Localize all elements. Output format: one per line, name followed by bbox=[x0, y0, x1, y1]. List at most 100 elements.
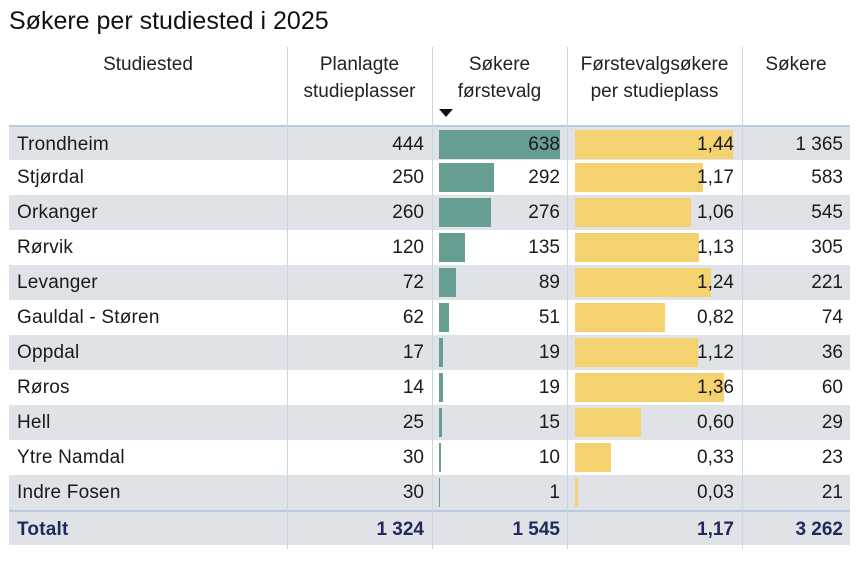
sokere-forstevalg-bar bbox=[439, 163, 495, 192]
table-row[interactable]: Stjørdal 250 292 1,17 583 bbox=[9, 160, 850, 195]
planlagte-cell: 260 bbox=[392, 202, 424, 223]
sokere-forstevalg-bar bbox=[439, 338, 443, 367]
table-row[interactable]: Ytre Namdal 30 10 0,33 23 bbox=[9, 440, 850, 475]
sokere-cell: 583 bbox=[811, 167, 843, 188]
table-row[interactable]: Indre Fosen 30 1 0,03 21 bbox=[9, 475, 850, 510]
sokere-cell: 221 bbox=[811, 272, 843, 293]
forstevalg-per-plass-bar bbox=[575, 478, 579, 507]
header-studiested[interactable]: Studiested bbox=[9, 47, 287, 125]
table-row[interactable]: Orkanger 260 276 1,06 545 bbox=[9, 195, 850, 230]
per-studieplass-cell: 1,24 bbox=[697, 272, 734, 293]
sokere-forstevalg-cell: 15 bbox=[538, 412, 560, 433]
sokere-forstevalg-cell: 638 bbox=[528, 134, 560, 155]
studiested-cell: Trondheim bbox=[17, 134, 109, 155]
table-row[interactable]: Oppdal 17 19 1,12 36 bbox=[9, 335, 850, 370]
header-sok1-line1: Søkere bbox=[468, 54, 531, 75]
per-studieplass-cell: 1,12 bbox=[697, 342, 734, 363]
table-row[interactable]: Hell 25 15 0,60 29 bbox=[9, 405, 850, 440]
total-sokere: 3 262 bbox=[795, 519, 843, 540]
sokere-forstevalg-bar bbox=[439, 130, 560, 159]
header-plan-line1: Planlagte bbox=[319, 54, 400, 75]
forstevalg-per-plass-bar bbox=[575, 373, 725, 402]
sokere-forstevalg-bar bbox=[439, 443, 441, 472]
column-divider bbox=[742, 47, 743, 549]
planlagte-cell: 30 bbox=[402, 482, 424, 503]
table-row[interactable]: Levanger 72 89 1,24 221 bbox=[9, 265, 850, 300]
sokere-forstevalg-cell: 19 bbox=[538, 377, 560, 398]
sokere-forstevalg-cell: 51 bbox=[538, 307, 560, 328]
planlagte-cell: 17 bbox=[402, 342, 424, 363]
sokere-forstevalg-bar bbox=[439, 268, 456, 297]
planlagte-cell: 72 bbox=[402, 272, 424, 293]
sokere-cell: 305 bbox=[811, 237, 843, 258]
header-sokere-forstevalg[interactable]: Søkere førstevalg bbox=[432, 47, 567, 125]
per-studieplass-cell: 0,82 bbox=[697, 307, 734, 328]
table-row[interactable]: Rørvik 120 135 1,13 305 bbox=[9, 230, 850, 265]
studiested-cell: Røros bbox=[17, 377, 70, 398]
header-per-line1: Førstevalgsøkere bbox=[580, 54, 729, 75]
column-divider bbox=[287, 47, 288, 549]
sokere-forstevalg-cell: 89 bbox=[538, 272, 560, 293]
sokere-forstevalg-cell: 10 bbox=[538, 447, 560, 468]
planlagte-cell: 120 bbox=[392, 237, 424, 258]
sokere-forstevalg-cell: 19 bbox=[538, 342, 560, 363]
forstevalg-per-plass-bar bbox=[575, 233, 699, 262]
total-sokere-forstevalg: 1 545 bbox=[512, 519, 560, 540]
sokere-cell: 21 bbox=[821, 482, 843, 503]
sokere-forstevalg-bar bbox=[439, 373, 443, 402]
sokere-forstevalg-cell: 276 bbox=[528, 202, 560, 223]
forstevalg-per-plass-bar bbox=[575, 338, 698, 367]
studiested-cell: Gauldal - Støren bbox=[17, 307, 160, 328]
sokere-cell: 36 bbox=[821, 342, 843, 363]
studiested-cell: Ytre Namdal bbox=[17, 447, 125, 468]
total-per-studieplass: 1,17 bbox=[697, 519, 734, 540]
header-planlagte-studieplasser[interactable]: Planlagte studieplasser bbox=[287, 47, 432, 125]
per-studieplass-cell: 1,36 bbox=[697, 377, 734, 398]
sokere-forstevalg-bar bbox=[439, 233, 465, 262]
forstevalg-per-plass-bar bbox=[575, 130, 733, 159]
sokere-cell: 545 bbox=[811, 202, 843, 223]
header-per-line2: per studieplass bbox=[590, 81, 719, 102]
header-sok-label: Søkere bbox=[765, 54, 827, 75]
sokere-cell: 29 bbox=[821, 412, 843, 433]
studiested-cell: Oppdal bbox=[17, 342, 80, 363]
header-studiested-label: Studiested bbox=[103, 54, 193, 75]
sokere-forstevalg-bar bbox=[439, 198, 492, 227]
studiested-cell: Stjørdal bbox=[17, 167, 85, 188]
per-studieplass-cell: 0,03 bbox=[697, 482, 734, 503]
studiested-cell: Indre Fosen bbox=[17, 482, 121, 503]
planlagte-cell: 250 bbox=[392, 167, 424, 188]
sokere-cell: 74 bbox=[821, 307, 843, 328]
studiested-cell: Levanger bbox=[17, 272, 98, 293]
studiested-cell: Hell bbox=[17, 412, 51, 433]
sokere-forstevalg-bar bbox=[439, 478, 440, 507]
table-row[interactable]: Gauldal - Støren 62 51 0,82 74 bbox=[9, 300, 850, 335]
planlagte-cell: 62 bbox=[402, 307, 424, 328]
per-studieplass-cell: 0,60 bbox=[697, 412, 734, 433]
sokere-cell: 1 365 bbox=[795, 134, 843, 155]
forstevalg-per-plass-bar bbox=[575, 303, 665, 332]
forstevalg-per-plass-bar bbox=[575, 268, 712, 297]
sokere-cell: 23 bbox=[821, 447, 843, 468]
column-divider bbox=[432, 47, 433, 549]
header-sokere[interactable]: Søkere bbox=[742, 47, 850, 125]
header-sok1-line2: førstevalg bbox=[457, 81, 542, 102]
forstevalg-per-plass-bar bbox=[575, 163, 704, 192]
per-studieplass-cell: 1,17 bbox=[697, 167, 734, 188]
table-row[interactable]: Røros 14 19 1,36 60 bbox=[9, 370, 850, 405]
table-row[interactable]: Trondheim 444 638 1,44 1 365 bbox=[9, 125, 850, 160]
sokere-forstevalg-cell: 135 bbox=[528, 237, 560, 258]
per-studieplass-cell: 1,06 bbox=[697, 202, 734, 223]
header-forstevalgsokere-per-studieplass[interactable]: Førstevalgsøkere per studieplass bbox=[567, 47, 742, 125]
chart-title: Søkere per studiested i 2025 bbox=[9, 7, 329, 35]
sokere-forstevalg-cell: 292 bbox=[528, 167, 560, 188]
sokere-forstevalg-bar bbox=[439, 408, 442, 437]
total-planlagte: 1 324 bbox=[376, 519, 424, 540]
total-label: Totalt bbox=[17, 519, 69, 540]
forstevalg-per-plass-bar bbox=[575, 198, 692, 227]
header-plan-line2: studieplasser bbox=[303, 81, 416, 102]
sort-descending-icon[interactable] bbox=[439, 109, 453, 117]
sokere-forstevalg-cell: 1 bbox=[549, 482, 560, 503]
planlagte-cell: 25 bbox=[402, 412, 424, 433]
planlagte-cell: 444 bbox=[392, 134, 424, 155]
